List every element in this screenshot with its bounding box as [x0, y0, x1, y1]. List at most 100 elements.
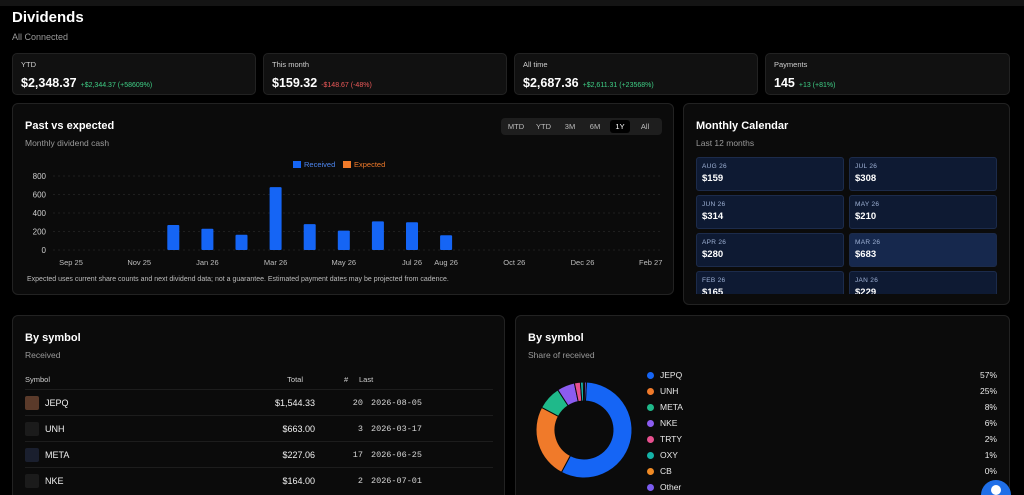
- range-3m-button[interactable]: 3M: [564, 122, 576, 131]
- share-legend-item: JEPQ 57%: [647, 368, 997, 384]
- calendar-month: MAR 26: [855, 239, 881, 246]
- x-tick-label: May 26: [331, 258, 356, 267]
- dividend-bar-chart: 0 200 400 600 800 Sep 25 Nov 25 Jan 26 Mar 26 May…: [33, 172, 663, 267]
- symbol-cell: NKE: [45, 476, 64, 486]
- panel-subtitle: Monthly dividend cash: [25, 138, 110, 148]
- range-6m-button[interactable]: 6M: [589, 122, 601, 131]
- calendar-month: APR 26: [702, 239, 727, 246]
- legend-dot: [647, 436, 654, 443]
- share-legend-item: UNH 25%: [647, 384, 997, 400]
- x-tick-label: Jan 26: [196, 258, 219, 267]
- panel-title: By symbol: [25, 332, 81, 344]
- stat-label: All time: [523, 60, 548, 69]
- panel-subtitle: Received: [25, 350, 61, 360]
- share-legend-item: OXY 1%: [647, 448, 997, 464]
- share-legend-item: TRTY 2%: [647, 432, 997, 448]
- column-header-total[interactable]: Total: [287, 375, 303, 384]
- donut-slice[interactable]: [560, 381, 633, 479]
- legend-symbol: META: [660, 402, 683, 412]
- calendar-tile[interactable]: MAR 26 $683: [849, 233, 997, 267]
- panel-subtitle: Last 12 months: [696, 138, 755, 148]
- column-header-last[interactable]: Last: [359, 375, 374, 384]
- legend-expected: Expected: [343, 160, 385, 169]
- calendar-tile[interactable]: JUL 26 $308: [849, 157, 997, 191]
- range-1y-button[interactable]: 1Y: [610, 120, 630, 133]
- bar-received[interactable]: [371, 221, 384, 250]
- legend-label: Expected: [354, 160, 386, 169]
- calendar-tile[interactable]: JUN 26 $314: [696, 195, 844, 229]
- stat-value: $2,348.37: [21, 76, 77, 90]
- range-mtd-button[interactable]: MTD: [507, 122, 525, 131]
- bar-received[interactable]: [337, 230, 350, 250]
- table-row[interactable]: JEPQ $1,544.33 20 2026-08-05: [25, 389, 493, 415]
- calendar-amount: $308: [855, 173, 877, 184]
- stat-label: Payments: [774, 60, 808, 69]
- table-row[interactable]: META $227.06 17 2026-06-25: [25, 441, 493, 467]
- legend-symbol: OXY: [660, 450, 678, 460]
- calendar-amount: $280: [702, 249, 724, 260]
- calendar-tile[interactable]: AUG 26 $159: [696, 157, 844, 191]
- calendar-amount: $210: [855, 211, 877, 222]
- legend-percent: 1%: [984, 450, 997, 460]
- legend-expected-swatch: [343, 161, 351, 168]
- stat-card-this-month: This month $159.32 -$148.67 (-48%): [263, 53, 507, 95]
- calendar-month: MAY 26: [855, 201, 880, 208]
- table-row[interactable]: NKE $164.00 2 2026-07-01: [25, 467, 493, 493]
- stat-delta: -$148.67 (-48%): [321, 82, 372, 89]
- chat-icon: [991, 485, 1001, 495]
- monthly-calendar-panel: Monthly Calendar Last 12 months AUG 26 $1…: [683, 103, 1010, 305]
- bar-received[interactable]: [440, 235, 453, 250]
- x-tick-label: Mar 26: [264, 258, 287, 267]
- share-legend-item: Other: [647, 480, 997, 495]
- stat-delta: +$2,344.37 (+58609%): [80, 82, 153, 89]
- bar-received[interactable]: [167, 225, 180, 250]
- stat-value: $159.32: [272, 76, 318, 90]
- calendar-month: AUG 26: [702, 163, 727, 170]
- calendar-tile[interactable]: MAY 26 $210: [849, 195, 997, 229]
- range-ytd-button[interactable]: YTD: [536, 122, 551, 131]
- total-cell: $663.00: [282, 424, 315, 434]
- calendar-tile[interactable]: JAN 26 $229: [849, 271, 997, 294]
- stat-value: $2,687.36: [523, 76, 579, 90]
- legend-symbol: NKE: [660, 418, 678, 428]
- share-legend-item: CB 0%: [647, 464, 997, 480]
- calendar-amount: $159: [702, 173, 724, 184]
- stat-label: YTD: [21, 60, 36, 69]
- y-tick-label: 800: [33, 172, 47, 181]
- legend-received-swatch: [293, 161, 301, 168]
- x-tick-label: Aug 26: [434, 258, 458, 267]
- unh-logo-icon: [25, 422, 39, 436]
- legend-received: Received: [293, 160, 335, 169]
- stat-card-all-time: All time $2,687.36 +$2,611.31 (+23568%): [514, 53, 758, 95]
- donut-slice[interactable]: [535, 406, 572, 474]
- bar-received[interactable]: [406, 222, 418, 250]
- stat-card-payments: Payments 145 +13 (+81%): [765, 53, 1010, 95]
- x-tick-label: Feb 27: [639, 258, 662, 267]
- calendar-tile[interactable]: APR 26 $280: [696, 233, 844, 267]
- column-header-symbol[interactable]: Symbol: [25, 375, 51, 384]
- calendar-tile[interactable]: FEB 26 $165: [696, 271, 844, 294]
- page-title: Dividends: [12, 9, 84, 26]
- stat-label: This month: [272, 60, 310, 69]
- chat-help-button[interactable]: [981, 480, 1011, 495]
- column-header-count[interactable]: #: [344, 375, 349, 384]
- calendar-amount: $314: [702, 211, 724, 222]
- range-all-button[interactable]: All: [640, 122, 650, 131]
- legend-percent: 8%: [984, 402, 997, 412]
- last-date-cell: 2026-06-25: [371, 450, 423, 460]
- bar-received[interactable]: [235, 234, 248, 250]
- bar-received[interactable]: [269, 187, 282, 250]
- share-of-received-panel: By symbol Share of received JEPQ 57% UNH 25…: [515, 315, 1010, 495]
- page-subtitle: All Connected: [12, 32, 69, 42]
- legend-dot: [647, 420, 654, 427]
- legend-dot: [647, 484, 654, 491]
- stat-card-ytd: YTD $2,348.37 +$2,344.37 (+58609%): [12, 53, 256, 95]
- legend-dot: [647, 468, 654, 475]
- calendar-amount: $229: [855, 287, 877, 294]
- table-row[interactable]: UNH $663.00 3 2026-03-17: [25, 415, 493, 441]
- donut-slice[interactable]: [583, 381, 587, 402]
- share-donut-chart: [535, 381, 633, 479]
- bar-received[interactable]: [303, 224, 316, 250]
- bar-received[interactable]: [201, 228, 214, 250]
- share-legend-item: META 8%: [647, 400, 997, 416]
